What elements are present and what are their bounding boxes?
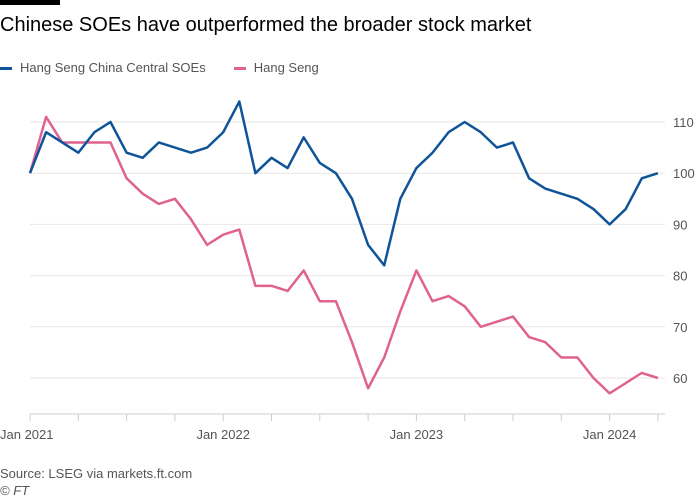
legend-label: Hang Seng China Central SOEs bbox=[20, 60, 206, 75]
y-tick-label: 90 bbox=[673, 217, 687, 232]
y-tick-label: 80 bbox=[673, 269, 687, 284]
legend: Hang Seng China Central SOEs Hang Seng bbox=[0, 60, 319, 75]
legend-swatch bbox=[233, 67, 246, 71]
y-tick-label: 60 bbox=[673, 371, 687, 386]
series-line-soes bbox=[28, 100, 659, 267]
source-note: Source: LSEG via markets.ft.com bbox=[0, 466, 193, 481]
copyright: © FT bbox=[0, 483, 30, 498]
x-tick-label: Jan 2021 bbox=[0, 427, 54, 442]
legend-label: Hang Seng bbox=[253, 60, 319, 75]
y-tick-label: 100 bbox=[673, 166, 695, 181]
y-tick-label: 70 bbox=[673, 320, 687, 335]
line-chart: 60 70 80 90 100 110 Jan 2021 Jan 2022 Jan 2023 Ja… bbox=[0, 100, 695, 442]
x-tick-label: Jan 2023 bbox=[390, 427, 444, 442]
series-line-hang-seng bbox=[28, 115, 659, 395]
ft-brand-bar bbox=[0, 0, 60, 5]
chart-title: Chinese SOEs have outperformed the broad… bbox=[0, 14, 532, 36]
legend-item-hang-seng: Hang Seng bbox=[233, 60, 319, 75]
legend-swatch bbox=[0, 67, 12, 71]
x-tick-label: Jan 2022 bbox=[196, 427, 250, 442]
x-tick-label: Jan 2024 bbox=[583, 427, 637, 442]
legend-item-soes: Hang Seng China Central SOEs bbox=[0, 60, 206, 75]
y-tick-label: 110 bbox=[673, 115, 694, 130]
